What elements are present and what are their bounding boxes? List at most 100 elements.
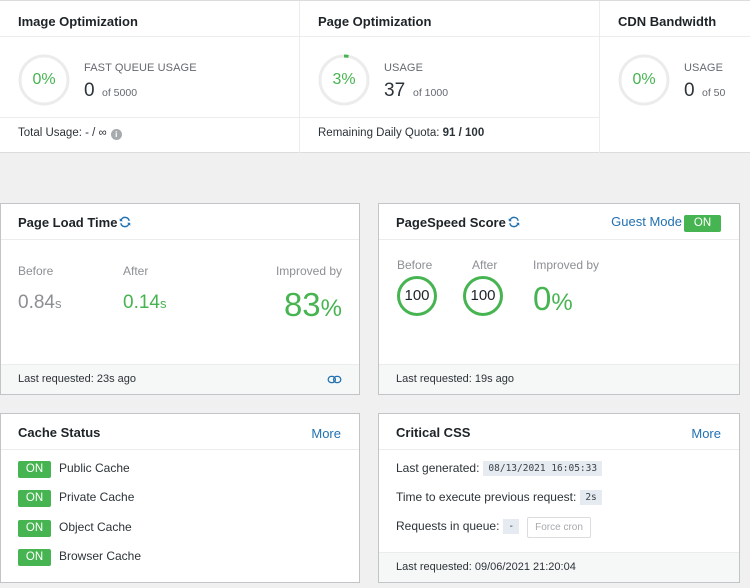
public-cache-label: Public Cache [59,461,130,475]
total-usage: Total Usage: - / ∞ i [18,127,122,140]
divider [300,36,599,37]
critical-css-last-requested: Last requested: 09/06/2021 21:20:04 [396,561,576,573]
private-cache-label: Private Cache [59,490,135,504]
improved-by-unit: % [320,295,342,322]
before-score-circle: 100 [397,276,437,316]
last-generated-row: Last generated: 08/13/2021 16:05:33 [396,461,603,476]
card-footer: Last requested: 19s ago [379,364,739,394]
link-icon[interactable] [327,375,342,384]
page-optimization-used: 37 [384,80,406,101]
fast-queue-limit: of 5000 [102,87,138,99]
public-cache-on-badge[interactable]: ON [18,461,51,478]
after-load-unit: s [159,296,167,311]
exec-time-label: Time to execute previous request: [396,490,577,504]
image-optimization-gauge: 0% [17,53,71,107]
page-load-last-requested: Last requested: 23s ago [18,373,137,385]
guest-mode-on-badge[interactable]: ON [684,215,721,232]
before-label: Before [18,264,54,278]
before-load-value: 0.84 [18,292,55,313]
divider [600,36,750,37]
card-header: PageSpeed Score Guest Mode ON [379,204,739,240]
guest-mode-toggle[interactable]: Guest Mode ON [611,214,721,232]
browser-cache-row: ON Browser Cache [18,548,142,566]
page-optimization-title: Page Optimization [318,14,432,29]
cdn-bandwidth-panel: CDN Bandwidth 0% USAGE 0 of 50 [600,1,750,153]
after-load-time: 0.14s [123,292,166,314]
cache-status-more-link[interactable]: More [311,426,341,441]
divider [300,117,599,118]
pagespeed-improved-number: 0 [533,280,552,317]
page-optimization-limit: of 1000 [413,87,449,99]
page-load-time-card: Page Load Time Before 0.84s After 0.14s … [0,203,360,395]
improved-by-value: 83% [284,286,342,324]
object-cache-row: ON Object Cache [18,519,132,537]
guest-mode-label[interactable]: Guest Mode [611,214,682,229]
cdn-bandwidth-title: CDN Bandwidth [618,14,717,29]
cache-status-title: Cache Status [18,425,101,440]
browser-cache-on-badge[interactable]: ON [18,549,51,566]
critical-css-more-link[interactable]: More [691,426,721,441]
before-load-unit: s [54,296,62,311]
pagespeed-last-requested: Last requested: 19s ago [396,373,515,385]
page-optimization-gauge: 3% [317,53,371,107]
page-optimization-usage-label: USAGE [384,62,424,74]
image-optimization-panel: Image Optimization 0% FAST QUEUE USAGE 0… [0,1,300,153]
divider [0,117,299,118]
critical-css-card: Critical CSS More Last generated: 08/13/2… [378,413,740,583]
image-optimization-percent: 0% [32,71,56,88]
cdn-bandwidth-gauge: 0% [617,53,671,107]
last-generated-value: 08/13/2021 16:05:33 [483,461,603,476]
pagespeed-improved-value: 0% [533,280,573,318]
card-footer: Last requested: 23s ago [1,364,359,394]
refresh-icon[interactable] [507,215,521,229]
card-footer: Last requested: 09/06/2021 21:20:04 [379,552,739,582]
after-label: After [123,264,149,278]
remaining-daily-quota-label: Remaining Daily Quota: [318,127,443,139]
exec-time-value: 2s [580,490,602,505]
image-optimization-title: Image Optimization [18,14,138,29]
remaining-daily-quota: Remaining Daily Quota: 91 / 100 [318,127,484,139]
card-header: Page Load Time [1,204,359,240]
cdn-bandwidth-percent: 0% [632,71,656,88]
refresh-icon[interactable] [118,215,132,229]
improved-by-number: 83 [283,286,321,323]
pagespeed-score-card: PageSpeed Score Guest Mode ON Before 100 … [378,203,740,395]
object-cache-on-badge[interactable]: ON [18,520,51,537]
requests-in-queue-label: Requests in queue: [396,519,500,533]
improved-by-label: Improved by [533,258,600,272]
page-optimization-percent: 3% [332,71,356,88]
pagespeed-score-title-text: PageSpeed Score [396,215,506,230]
total-usage-text: Total Usage: - / ∞ [18,127,107,139]
fast-queue-used: 0 [84,80,95,101]
before-label: Before [397,258,433,272]
card-header: Critical CSS More [379,414,739,450]
usage-summary-strip: Image Optimization 0% FAST QUEUE USAGE 0… [0,0,750,153]
pagespeed-improved-unit: % [551,289,573,316]
cdn-used: 0 [684,80,695,101]
info-icon[interactable]: i [110,129,122,140]
card-header: Cache Status More [1,414,359,450]
fast-queue-usage-label: FAST QUEUE USAGE [84,62,197,74]
after-label: After [472,258,498,272]
after-score-circle: 100 [463,276,503,316]
object-cache-label: Object Cache [59,520,132,534]
before-load-time: 0.84s [18,292,61,314]
page-load-time-title: Page Load Time [18,215,132,230]
requests-in-queue-row: Requests in queue: - Force cron [396,517,591,538]
force-cron-button[interactable]: Force cron [527,517,591,538]
cdn-usage-label: USAGE [684,62,724,74]
improved-by-label: Improved by [275,264,342,278]
last-generated-label: Last generated: [396,461,480,475]
critical-css-title: Critical CSS [396,425,471,440]
after-load-value: 0.14 [123,292,160,313]
page-load-time-title-text: Page Load Time [18,215,118,230]
browser-cache-label: Browser Cache [59,549,142,563]
pagespeed-score-title: PageSpeed Score [396,215,521,230]
page-optimization-panel: Page Optimization 3% USAGE 37 of 1000 Re… [300,1,600,153]
private-cache-on-badge[interactable]: ON [18,490,51,507]
divider [0,36,299,37]
public-cache-row: ON Public Cache [18,460,130,478]
private-cache-row: ON Private Cache [18,489,135,507]
cdn-limit: of 50 [702,87,726,99]
cache-status-card: Cache Status More ON Public Cache ON Priva… [0,413,360,583]
